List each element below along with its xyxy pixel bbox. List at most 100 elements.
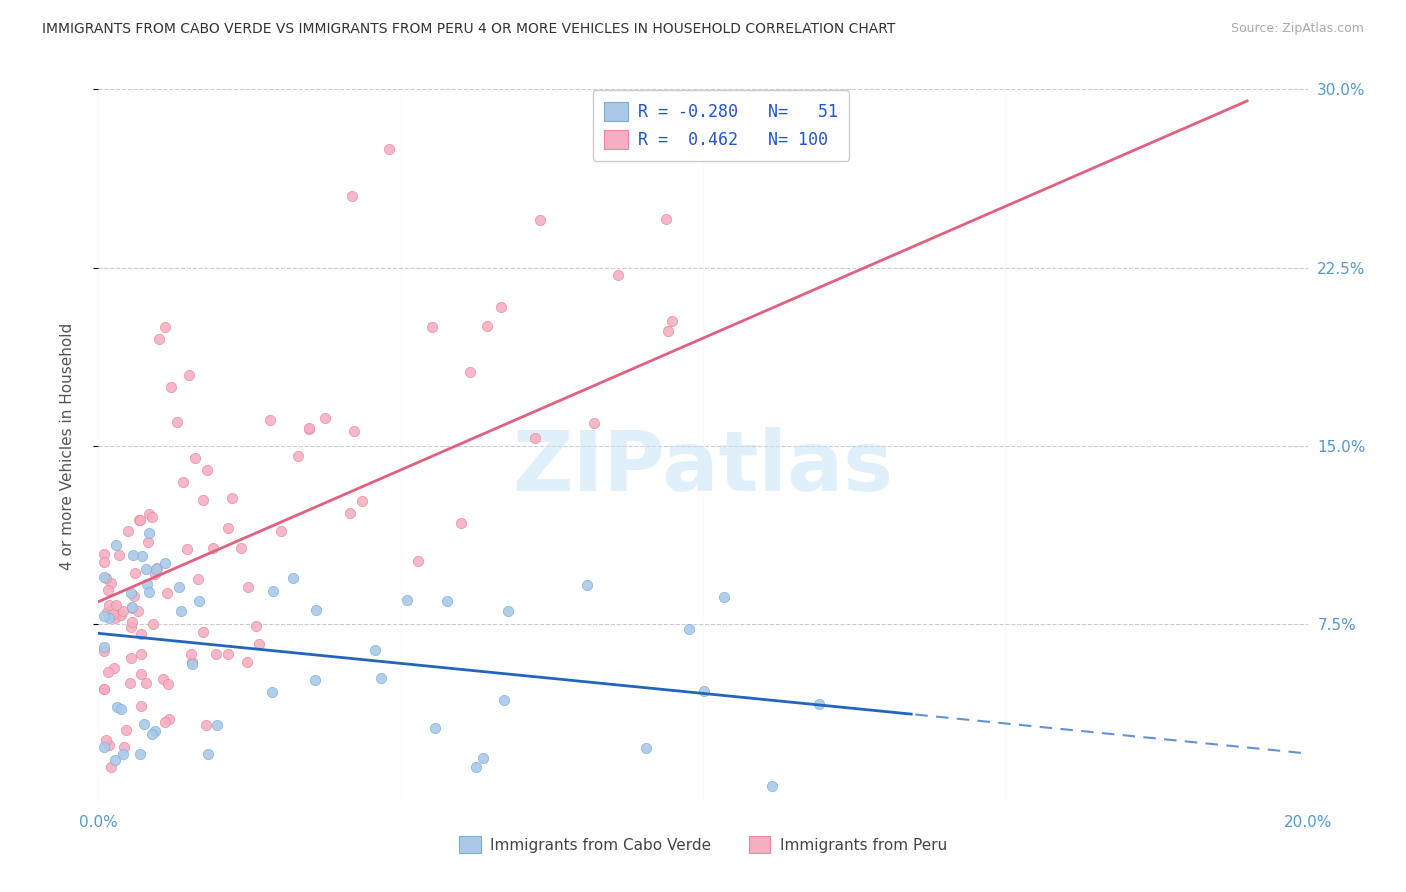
Point <box>136 535 159 549</box>
Point <box>420 319 443 334</box>
Text: Source: ZipAtlas.com: Source: ZipAtlas.com <box>1230 22 1364 36</box>
Point <box>262 685 284 699</box>
Point <box>129 647 152 661</box>
Point <box>197 747 219 762</box>
Y-axis label: 4 or more Vehicles in Household: 4 or more Vehicles in Household <box>60 322 75 570</box>
Point <box>229 541 252 555</box>
Point <box>153 556 176 570</box>
Point <box>524 431 547 445</box>
Point <box>121 585 143 599</box>
Point <box>118 676 141 690</box>
Point <box>458 365 481 379</box>
Point <box>103 661 125 675</box>
Point <box>138 507 160 521</box>
Point <box>121 615 143 629</box>
Point <box>436 594 458 608</box>
Point <box>98 599 121 613</box>
Legend: Immigrants from Cabo Verde, Immigrants from Peru: Immigrants from Cabo Verde, Immigrants f… <box>453 830 953 859</box>
Point <box>170 604 193 618</box>
Point <box>122 589 145 603</box>
Point <box>166 415 188 429</box>
Point <box>110 607 132 622</box>
Point <box>343 424 366 438</box>
Point <box>112 604 135 618</box>
Point <box>339 506 361 520</box>
Point <box>157 712 180 726</box>
Point <box>187 573 209 587</box>
Point <box>129 627 152 641</box>
Point <box>97 665 120 679</box>
Point <box>93 570 115 584</box>
Point <box>205 717 228 731</box>
Point <box>103 601 125 615</box>
Point <box>148 332 170 346</box>
Point <box>100 575 122 590</box>
Point <box>262 584 284 599</box>
Point <box>259 413 281 427</box>
Point <box>184 450 207 465</box>
Point <box>129 667 152 681</box>
Point <box>342 189 364 203</box>
Point <box>172 475 194 489</box>
Point <box>678 622 700 636</box>
Point <box>350 493 373 508</box>
Point <box>607 268 630 282</box>
Point <box>93 547 115 561</box>
Point <box>93 740 115 755</box>
Point <box>141 510 163 524</box>
Point <box>713 591 735 605</box>
Point <box>138 584 160 599</box>
Point <box>112 747 135 762</box>
Point <box>305 603 328 617</box>
Point <box>110 702 132 716</box>
Point <box>188 593 211 607</box>
Point <box>180 647 202 661</box>
Point <box>93 682 115 697</box>
Point <box>142 617 165 632</box>
Point <box>97 611 120 625</box>
Point <box>143 567 166 582</box>
Point <box>217 521 239 535</box>
Point <box>654 212 676 227</box>
Point <box>101 607 124 621</box>
Point <box>120 651 142 665</box>
Point <box>143 723 166 738</box>
Point <box>195 717 218 731</box>
Point <box>529 213 551 227</box>
Point <box>304 673 326 687</box>
Point <box>465 759 488 773</box>
Point <box>134 717 156 731</box>
Point <box>114 740 136 755</box>
Point <box>217 647 239 661</box>
Point <box>107 549 129 563</box>
Point <box>245 619 267 633</box>
Point <box>808 697 831 711</box>
Point <box>176 542 198 557</box>
Point <box>281 571 304 585</box>
Point <box>145 561 167 575</box>
Point <box>115 723 138 738</box>
Point <box>167 580 190 594</box>
Text: IMMIGRANTS FROM CABO VERDE VS IMMIGRANTS FROM PERU 4 OR MORE VEHICLES IN HOUSEHO: IMMIGRANTS FROM CABO VERDE VS IMMIGRANTS… <box>42 22 896 37</box>
Point <box>94 571 117 585</box>
Point <box>135 676 157 690</box>
Point <box>475 319 498 334</box>
Point <box>97 739 120 753</box>
Point <box>450 516 472 530</box>
Point <box>128 513 150 527</box>
Point <box>104 538 127 552</box>
Point <box>160 379 183 393</box>
Point <box>287 449 309 463</box>
Point <box>471 751 494 765</box>
Point <box>761 779 783 793</box>
Point <box>117 524 139 539</box>
Point <box>134 562 156 576</box>
Point <box>153 714 176 729</box>
Point <box>104 610 127 624</box>
Point <box>191 493 214 508</box>
Point <box>195 463 218 477</box>
Point <box>97 582 120 597</box>
Point <box>314 411 336 425</box>
Point <box>364 643 387 657</box>
Point <box>491 300 513 314</box>
